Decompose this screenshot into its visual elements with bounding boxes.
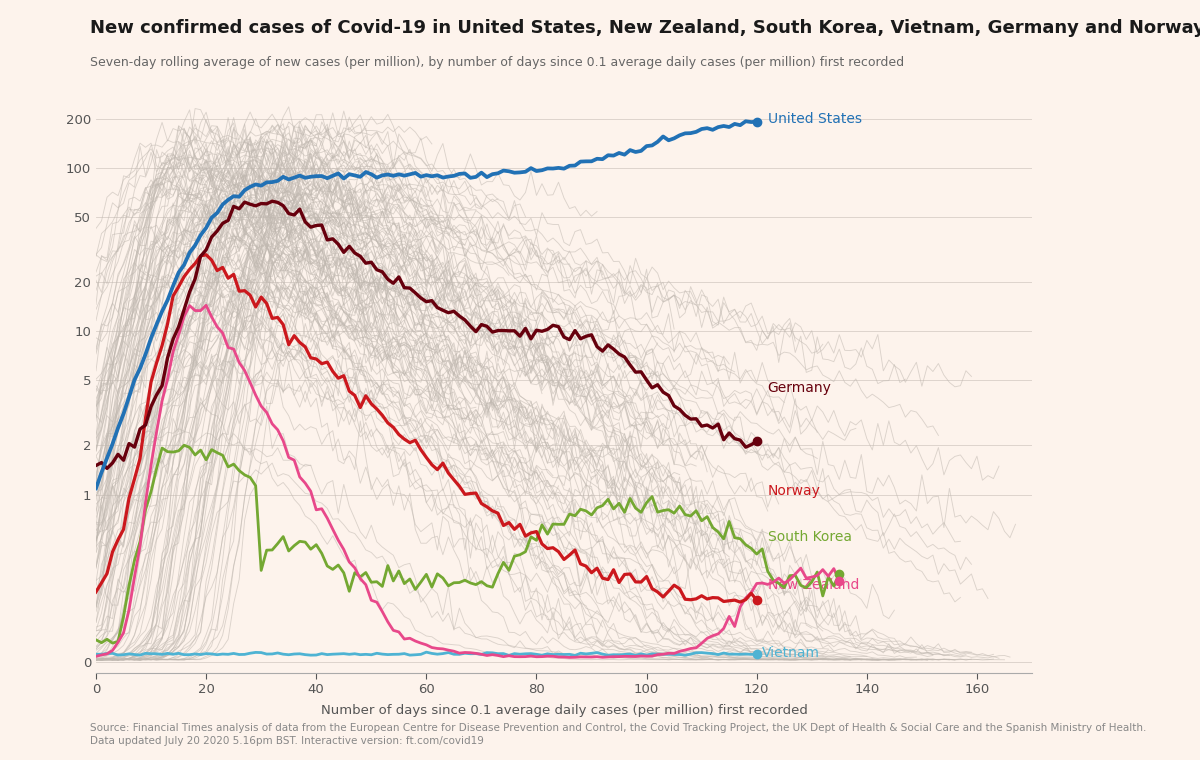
- Text: New confirmed cases of Covid-19 in United States, New Zealand, South Korea, Viet: New confirmed cases of Covid-19 in Unite…: [90, 19, 1200, 37]
- Text: Seven-day rolling average of new cases (per million), by number of days since 0.: Seven-day rolling average of new cases (…: [90, 56, 904, 69]
- Text: Germany: Germany: [768, 381, 832, 395]
- Text: Norway: Norway: [768, 484, 821, 498]
- Text: Vietnam: Vietnam: [762, 647, 821, 660]
- Text: United States: United States: [768, 112, 862, 126]
- Text: New Zealand: New Zealand: [768, 578, 859, 592]
- Text: South Korea: South Korea: [768, 530, 852, 544]
- X-axis label: Number of days since 0.1 average daily cases (per million) first recorded: Number of days since 0.1 average daily c…: [320, 705, 808, 717]
- Text: Source: Financial Times analysis of data from the European Centre for Disease Pr: Source: Financial Times analysis of data…: [90, 723, 1146, 746]
